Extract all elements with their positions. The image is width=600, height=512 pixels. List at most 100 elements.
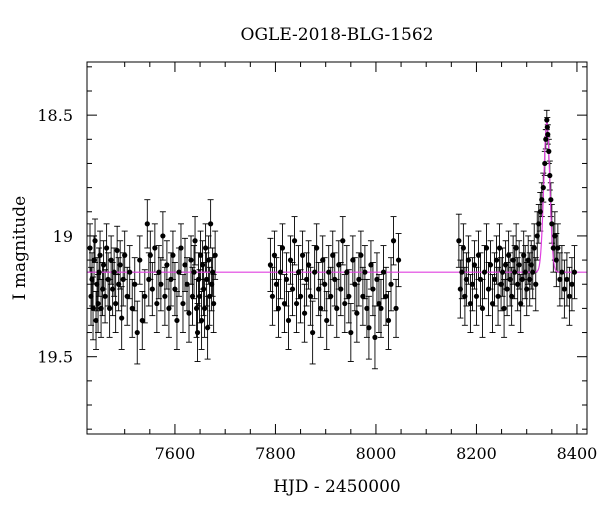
data-point — [202, 245, 209, 251]
data-point — [191, 269, 197, 275]
data-point — [207, 293, 213, 299]
data-point — [320, 257, 326, 263]
data-point — [561, 286, 567, 292]
data-point — [92, 238, 98, 244]
data-point — [479, 305, 486, 311]
data-point — [116, 281, 122, 287]
data-point — [142, 293, 148, 299]
data-point — [489, 300, 496, 307]
data-point — [102, 293, 108, 299]
data-point — [318, 305, 324, 311]
data-point — [467, 300, 474, 307]
data-point — [132, 281, 138, 287]
data-point — [336, 262, 342, 268]
data-point — [172, 286, 178, 292]
data-point — [506, 252, 512, 258]
data-point — [281, 300, 288, 307]
data-point — [269, 293, 276, 299]
data-point — [368, 262, 374, 268]
data-point — [471, 262, 478, 268]
data-point — [96, 269, 102, 275]
data-point — [162, 293, 168, 299]
data-point — [462, 293, 468, 299]
data-point — [537, 209, 543, 215]
data-point — [310, 329, 316, 336]
data-point — [283, 276, 290, 283]
data-point — [166, 305, 172, 311]
data-point — [539, 197, 545, 203]
data-point — [457, 286, 463, 292]
data-point — [518, 300, 524, 307]
data-point — [306, 262, 312, 268]
data-point — [465, 257, 472, 263]
data-point — [483, 245, 490, 251]
data-point — [524, 286, 530, 292]
data-point — [553, 257, 559, 263]
data-point — [370, 286, 376, 292]
data-point — [378, 305, 384, 311]
data-point — [328, 293, 334, 299]
data-point — [546, 148, 552, 154]
data-point — [97, 252, 103, 258]
data-point — [273, 281, 280, 287]
data-point — [522, 269, 528, 275]
data-point — [117, 262, 123, 268]
data-point — [111, 269, 117, 275]
axis-ticks — [87, 62, 587, 434]
data-point — [549, 221, 555, 227]
data-point — [469, 281, 476, 287]
y-tick-label: 19.5 — [37, 348, 73, 367]
data-point — [344, 269, 350, 275]
data-point — [192, 238, 198, 244]
data-point — [211, 300, 217, 307]
data-point — [95, 300, 101, 307]
data-point — [114, 247, 120, 254]
data-point — [267, 262, 274, 268]
data-point — [528, 262, 534, 268]
data-point — [198, 317, 205, 324]
x-tick-labels: 7600 7800 8000 8200 8400 — [155, 444, 598, 463]
data-point — [91, 257, 97, 263]
data-point — [540, 185, 546, 191]
data-point — [94, 281, 100, 287]
data-point — [531, 245, 537, 251]
data-point — [195, 276, 202, 283]
data-point — [507, 276, 513, 283]
data-point — [210, 269, 216, 275]
data-point — [120, 276, 126, 283]
data-point — [463, 276, 469, 283]
data-point — [385, 317, 392, 324]
data-point — [358, 252, 364, 258]
data-point — [88, 293, 94, 299]
y-axis-label: I magnitude — [10, 196, 30, 300]
data-point — [205, 325, 211, 331]
data-point — [129, 305, 135, 311]
data-point — [176, 269, 182, 275]
data-point — [547, 172, 553, 179]
data-point — [316, 286, 322, 292]
data-point — [90, 305, 96, 311]
data-point — [326, 269, 332, 275]
data-point — [376, 300, 382, 307]
data-point — [139, 317, 145, 324]
data-point — [525, 257, 531, 263]
data-point — [519, 276, 525, 283]
data-point — [527, 276, 533, 283]
data-point — [170, 252, 176, 258]
data-point — [515, 281, 521, 287]
data-point — [194, 329, 201, 336]
x-tick-label: 8200 — [456, 444, 497, 463]
data-point — [330, 252, 336, 258]
data-point — [521, 252, 527, 258]
data-point — [107, 305, 113, 311]
data-point — [354, 310, 360, 316]
data-point — [388, 281, 394, 287]
data-point — [287, 257, 294, 263]
data-point — [498, 281, 504, 287]
data-point — [119, 315, 125, 321]
data-point — [203, 276, 210, 283]
data-point — [475, 252, 482, 258]
data-point — [168, 276, 174, 283]
data-point — [338, 286, 344, 292]
